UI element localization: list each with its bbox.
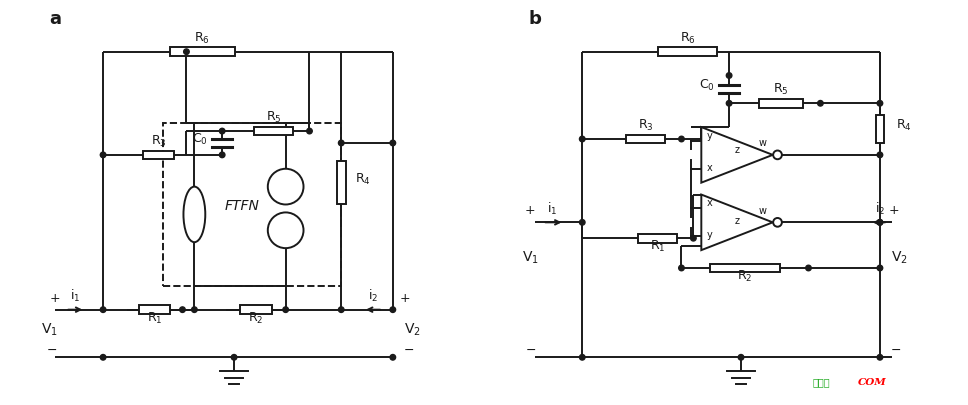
Circle shape [390,354,396,360]
Circle shape [101,354,106,360]
Bar [875,115,885,143]
Circle shape [101,307,106,312]
Circle shape [339,140,344,146]
Text: FTFN: FTFN [225,199,259,213]
Circle shape [773,151,782,159]
Circle shape [580,354,585,360]
Text: R$_3$: R$_3$ [638,118,653,133]
Text: R$_5$: R$_5$ [266,110,282,125]
Text: $-$: $-$ [525,343,536,356]
Circle shape [877,152,883,158]
Text: R$_6$: R$_6$ [195,31,210,46]
Text: i$_1$: i$_1$ [70,288,80,304]
Text: w: w [759,206,767,215]
Text: +: + [889,205,899,217]
Text: x: x [707,163,712,173]
Text: C$_0$: C$_0$ [699,79,715,94]
Text: $-$: $-$ [891,343,901,356]
Text: R$_1$: R$_1$ [650,239,665,254]
Text: i$_2$: i$_2$ [368,288,378,304]
Circle shape [390,140,396,146]
Circle shape [184,49,189,54]
Text: V$_2$: V$_2$ [405,322,421,338]
Text: +: + [49,292,60,305]
Text: y: y [707,230,712,240]
Bar [239,305,272,314]
Circle shape [679,265,684,271]
Bar [143,151,174,159]
Circle shape [339,307,344,312]
Text: R$_4$: R$_4$ [895,118,912,133]
Circle shape [231,354,237,360]
Circle shape [877,220,883,225]
Circle shape [101,152,106,158]
Circle shape [283,307,288,312]
Text: C$_0$: C$_0$ [193,132,208,147]
Circle shape [679,136,684,142]
Text: R$_2$: R$_2$ [248,311,263,326]
Bar [711,264,780,272]
Text: $-$: $-$ [45,343,57,356]
Text: y: y [707,131,712,141]
Circle shape [818,100,823,106]
Text: z: z [735,216,740,226]
Text: R$_1$: R$_1$ [147,311,163,326]
Text: R$_2$: R$_2$ [738,269,753,284]
Bar [139,305,170,314]
Ellipse shape [184,187,205,242]
Text: +: + [525,205,535,217]
Circle shape [307,128,313,134]
Text: a: a [49,10,62,28]
Text: i$_1$: i$_1$ [547,200,558,217]
Text: V$_2$: V$_2$ [892,250,908,266]
Circle shape [877,354,883,360]
Text: x: x [707,198,712,209]
Bar [163,123,342,286]
Text: R$_3$: R$_3$ [151,134,166,149]
Text: R$_4$: R$_4$ [355,172,371,187]
Circle shape [580,136,585,142]
Circle shape [877,265,883,271]
Polygon shape [701,127,772,183]
Bar [169,47,235,56]
Circle shape [773,218,782,227]
Bar [626,134,665,143]
Text: COM: COM [858,378,887,387]
Bar [337,161,346,205]
Circle shape [220,128,225,134]
Bar [638,234,678,243]
Text: z: z [735,145,740,155]
Text: i$_2$: i$_2$ [875,200,885,217]
Circle shape [180,307,185,312]
Text: b: b [529,10,541,28]
Circle shape [739,354,743,360]
Circle shape [726,73,732,78]
Circle shape [877,100,883,106]
Polygon shape [701,194,772,250]
Text: w: w [759,138,767,148]
Circle shape [192,307,197,312]
Text: R$_6$: R$_6$ [680,31,695,46]
Text: +: + [400,292,410,305]
Circle shape [220,152,225,158]
Circle shape [390,307,396,312]
Text: V$_1$: V$_1$ [522,250,539,266]
Circle shape [268,169,304,205]
Circle shape [726,100,732,106]
Circle shape [805,265,811,271]
Circle shape [268,212,304,248]
Circle shape [690,235,696,241]
Circle shape [580,220,585,225]
Circle shape [877,220,883,225]
Bar [658,47,717,56]
Text: $-$: $-$ [403,343,414,356]
Text: R$_5$: R$_5$ [772,82,789,98]
Text: V$_1$: V$_1$ [41,322,58,338]
Text: 接线图: 接线图 [812,377,831,387]
Bar [255,127,293,135]
Bar [759,99,802,108]
